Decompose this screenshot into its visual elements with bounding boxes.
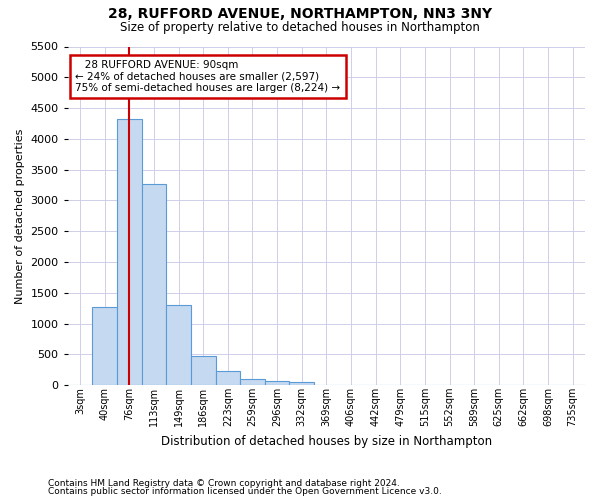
Bar: [191, 356, 215, 386]
Bar: [265, 381, 289, 386]
Bar: [92, 306, 117, 386]
X-axis label: Distribution of detached houses by size in Northampton: Distribution of detached houses by size …: [161, 434, 492, 448]
Text: 28 RUFFORD AVENUE: 90sqm
← 24% of detached houses are smaller (2,597)
75% of sem: 28 RUFFORD AVENUE: 90sqm ← 24% of detach…: [76, 60, 341, 94]
Bar: [289, 382, 314, 386]
Bar: [117, 119, 142, 386]
Text: 28, RUFFORD AVENUE, NORTHAMPTON, NN3 3NY: 28, RUFFORD AVENUE, NORTHAMPTON, NN3 3NY: [108, 8, 492, 22]
Bar: [240, 379, 265, 386]
Text: Contains HM Land Registry data © Crown copyright and database right 2024.: Contains HM Land Registry data © Crown c…: [48, 478, 400, 488]
Bar: [166, 305, 191, 386]
Text: Size of property relative to detached houses in Northampton: Size of property relative to detached ho…: [120, 22, 480, 35]
Y-axis label: Number of detached properties: Number of detached properties: [15, 128, 25, 304]
Bar: [215, 371, 240, 386]
Bar: [142, 184, 166, 386]
Text: Contains public sector information licensed under the Open Government Licence v3: Contains public sector information licen…: [48, 487, 442, 496]
